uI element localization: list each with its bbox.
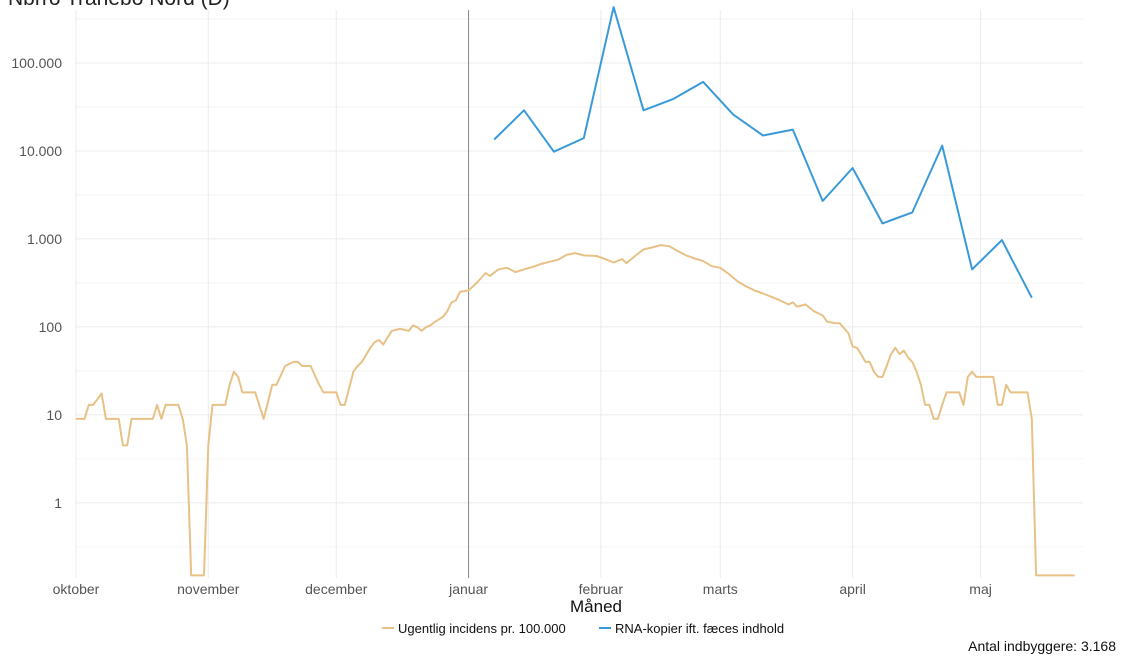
legend: Ugentlig incidens pr. 100.000 RNA-kopier… [382,621,784,636]
x-axis-ticks: oktober november december januar februar mart… [53,581,992,597]
y-axis-ticks: 1 10 100 1.000 10.000 100.000 [11,55,62,511]
legend-label-rna: RNA-kopier ift. fæces indhold [615,621,784,636]
y-tick-label: 100 [39,319,63,335]
y-tick-label: 10 [46,407,62,423]
chart-title: Nbrro Tranebo Nord (D) [8,0,230,11]
x-tick-label: maj [969,581,992,597]
x-tick-label: februar [579,581,624,597]
y-tick-label: 100.000 [11,55,62,71]
series-lines [76,6,1075,577]
x-tick-label: december [305,581,368,597]
y-tick-label: 10.000 [19,143,62,159]
x-tick-label: november [177,581,240,597]
x-tick-label: april [839,581,865,597]
series-line-incidence [76,244,1075,577]
grid-lines [75,10,1083,578]
y-tick-label: 1 [54,495,62,511]
series-line-rna [493,6,1033,299]
x-axis-label: Måned [570,597,622,616]
legend-label-incidence: Ugentlig incidens pr. 100.000 [398,621,566,636]
population-caption: Antal indbyggere: 3.168 [968,638,1116,654]
y-tick-label: 1.000 [27,231,62,247]
x-tick-label: oktober [53,581,100,597]
x-tick-label: marts [703,581,738,597]
x-tick-label: januar [448,581,488,597]
